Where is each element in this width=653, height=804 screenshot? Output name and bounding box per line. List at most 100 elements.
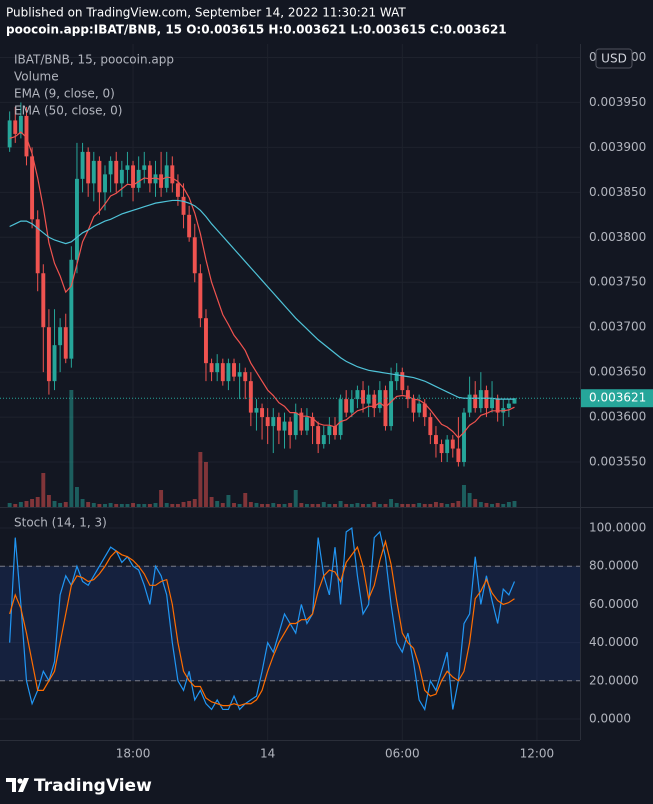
x-tick-label: 12:00	[520, 747, 555, 761]
candle-body	[506, 403, 511, 409]
y-tick-label: 0.003650	[589, 365, 646, 379]
logo-icon	[6, 778, 16, 792]
volume-bar	[226, 495, 231, 507]
candle-body	[24, 115, 29, 157]
volume-bar	[204, 462, 208, 507]
candle-body	[125, 165, 130, 170]
stoch-line	[9, 539, 515, 707]
volume-bar	[209, 497, 214, 507]
candle-body	[327, 426, 332, 436]
volume-bar	[181, 502, 186, 507]
volume-bar	[136, 504, 141, 507]
x-tick-label: 14	[260, 747, 275, 761]
currency[interactable]: USD	[601, 52, 627, 66]
y-tick-label: 80.0000	[589, 559, 639, 573]
candle-body	[192, 237, 197, 274]
candle-body	[7, 120, 12, 148]
candle-body	[243, 372, 248, 382]
volume-bar	[293, 490, 298, 507]
published-note: Published on TradingView.com, September …	[6, 6, 406, 20]
x-tick-label: 06:00	[385, 747, 420, 761]
volume-bar	[377, 504, 382, 507]
candle-body	[361, 390, 365, 404]
candle-body	[153, 174, 158, 184]
candle-body	[333, 426, 337, 436]
candle-body	[473, 394, 478, 409]
volume-bar	[52, 501, 57, 507]
volume-bar	[321, 502, 326, 507]
volume-bar	[103, 504, 107, 507]
candle-body	[276, 417, 281, 431]
candle-body	[400, 372, 405, 391]
candle-body	[74, 178, 79, 260]
candle-body	[271, 417, 276, 427]
volume-bar	[478, 502, 483, 507]
candle-body	[97, 160, 102, 193]
candle-body	[159, 174, 164, 188]
legend-ema: EMA (9, close, 0)	[14, 87, 115, 101]
volume-bar	[170, 504, 175, 507]
volume-bar	[333, 504, 337, 507]
candle-body	[170, 165, 175, 184]
candle-body	[103, 174, 107, 193]
candle-body	[394, 372, 399, 382]
volume-bar	[338, 501, 343, 507]
candle-body	[18, 115, 23, 134]
candle-body	[215, 363, 220, 373]
candle-body	[478, 390, 483, 409]
volume-bar	[58, 503, 63, 507]
candle-body	[389, 381, 394, 427]
volume-bar	[237, 504, 242, 507]
candle-body	[349, 399, 354, 413]
volume-bar	[46, 495, 51, 507]
volume-bar	[254, 503, 259, 507]
candle-body	[512, 398, 517, 404]
candle-body	[288, 421, 293, 436]
y-tick-label: 40.0000	[589, 635, 639, 649]
candle-body	[450, 439, 455, 449]
candle-body	[439, 444, 444, 454]
candle-body	[445, 439, 450, 454]
ema-line	[9, 131, 515, 439]
y-tick-label: 100.0000	[589, 521, 646, 535]
candle-body	[321, 435, 326, 445]
volume-bar	[512, 501, 517, 507]
candle-body	[142, 165, 147, 170]
volume-bar	[456, 501, 461, 507]
volume-bar	[422, 504, 427, 507]
candle-body	[35, 219, 40, 274]
symbol-line: poocoin.app:IBAT/BNB, 15 O:0.003615 H:0.…	[6, 23, 507, 37]
volume-bar	[327, 504, 332, 507]
candle-body	[372, 394, 377, 409]
currency-box[interactable]: USD	[595, 48, 633, 69]
candle-body	[316, 426, 321, 445]
last-price-box	[581, 389, 653, 408]
volume-bar	[192, 499, 197, 507]
volume-bar	[86, 502, 91, 507]
candle-body	[490, 399, 495, 409]
candle-body	[30, 156, 35, 220]
volume-bar	[265, 504, 270, 507]
candle-body	[299, 412, 304, 431]
candle-body	[226, 363, 231, 382]
last-price-label: 0.003621	[589, 391, 646, 405]
volume-bar	[248, 502, 253, 507]
volume-bar	[366, 504, 371, 507]
volume-bar	[187, 501, 192, 507]
volume-bar	[114, 504, 119, 507]
candle-body	[428, 417, 433, 436]
marks	[0, 102, 580, 712]
volume-bar	[13, 504, 18, 507]
volume-bar	[74, 487, 79, 507]
volume-bar	[473, 499, 478, 507]
candle-body	[136, 169, 141, 188]
candle-body	[52, 345, 57, 382]
volume-bar	[243, 493, 248, 507]
stoch-line	[9, 526, 516, 712]
y-tick-label: 0.003800	[589, 230, 646, 244]
logo-icon	[17, 778, 23, 784]
candle-body	[114, 160, 119, 184]
volume-bar	[299, 503, 304, 507]
currency-frame[interactable]	[595, 48, 633, 69]
candle-body	[377, 390, 382, 409]
